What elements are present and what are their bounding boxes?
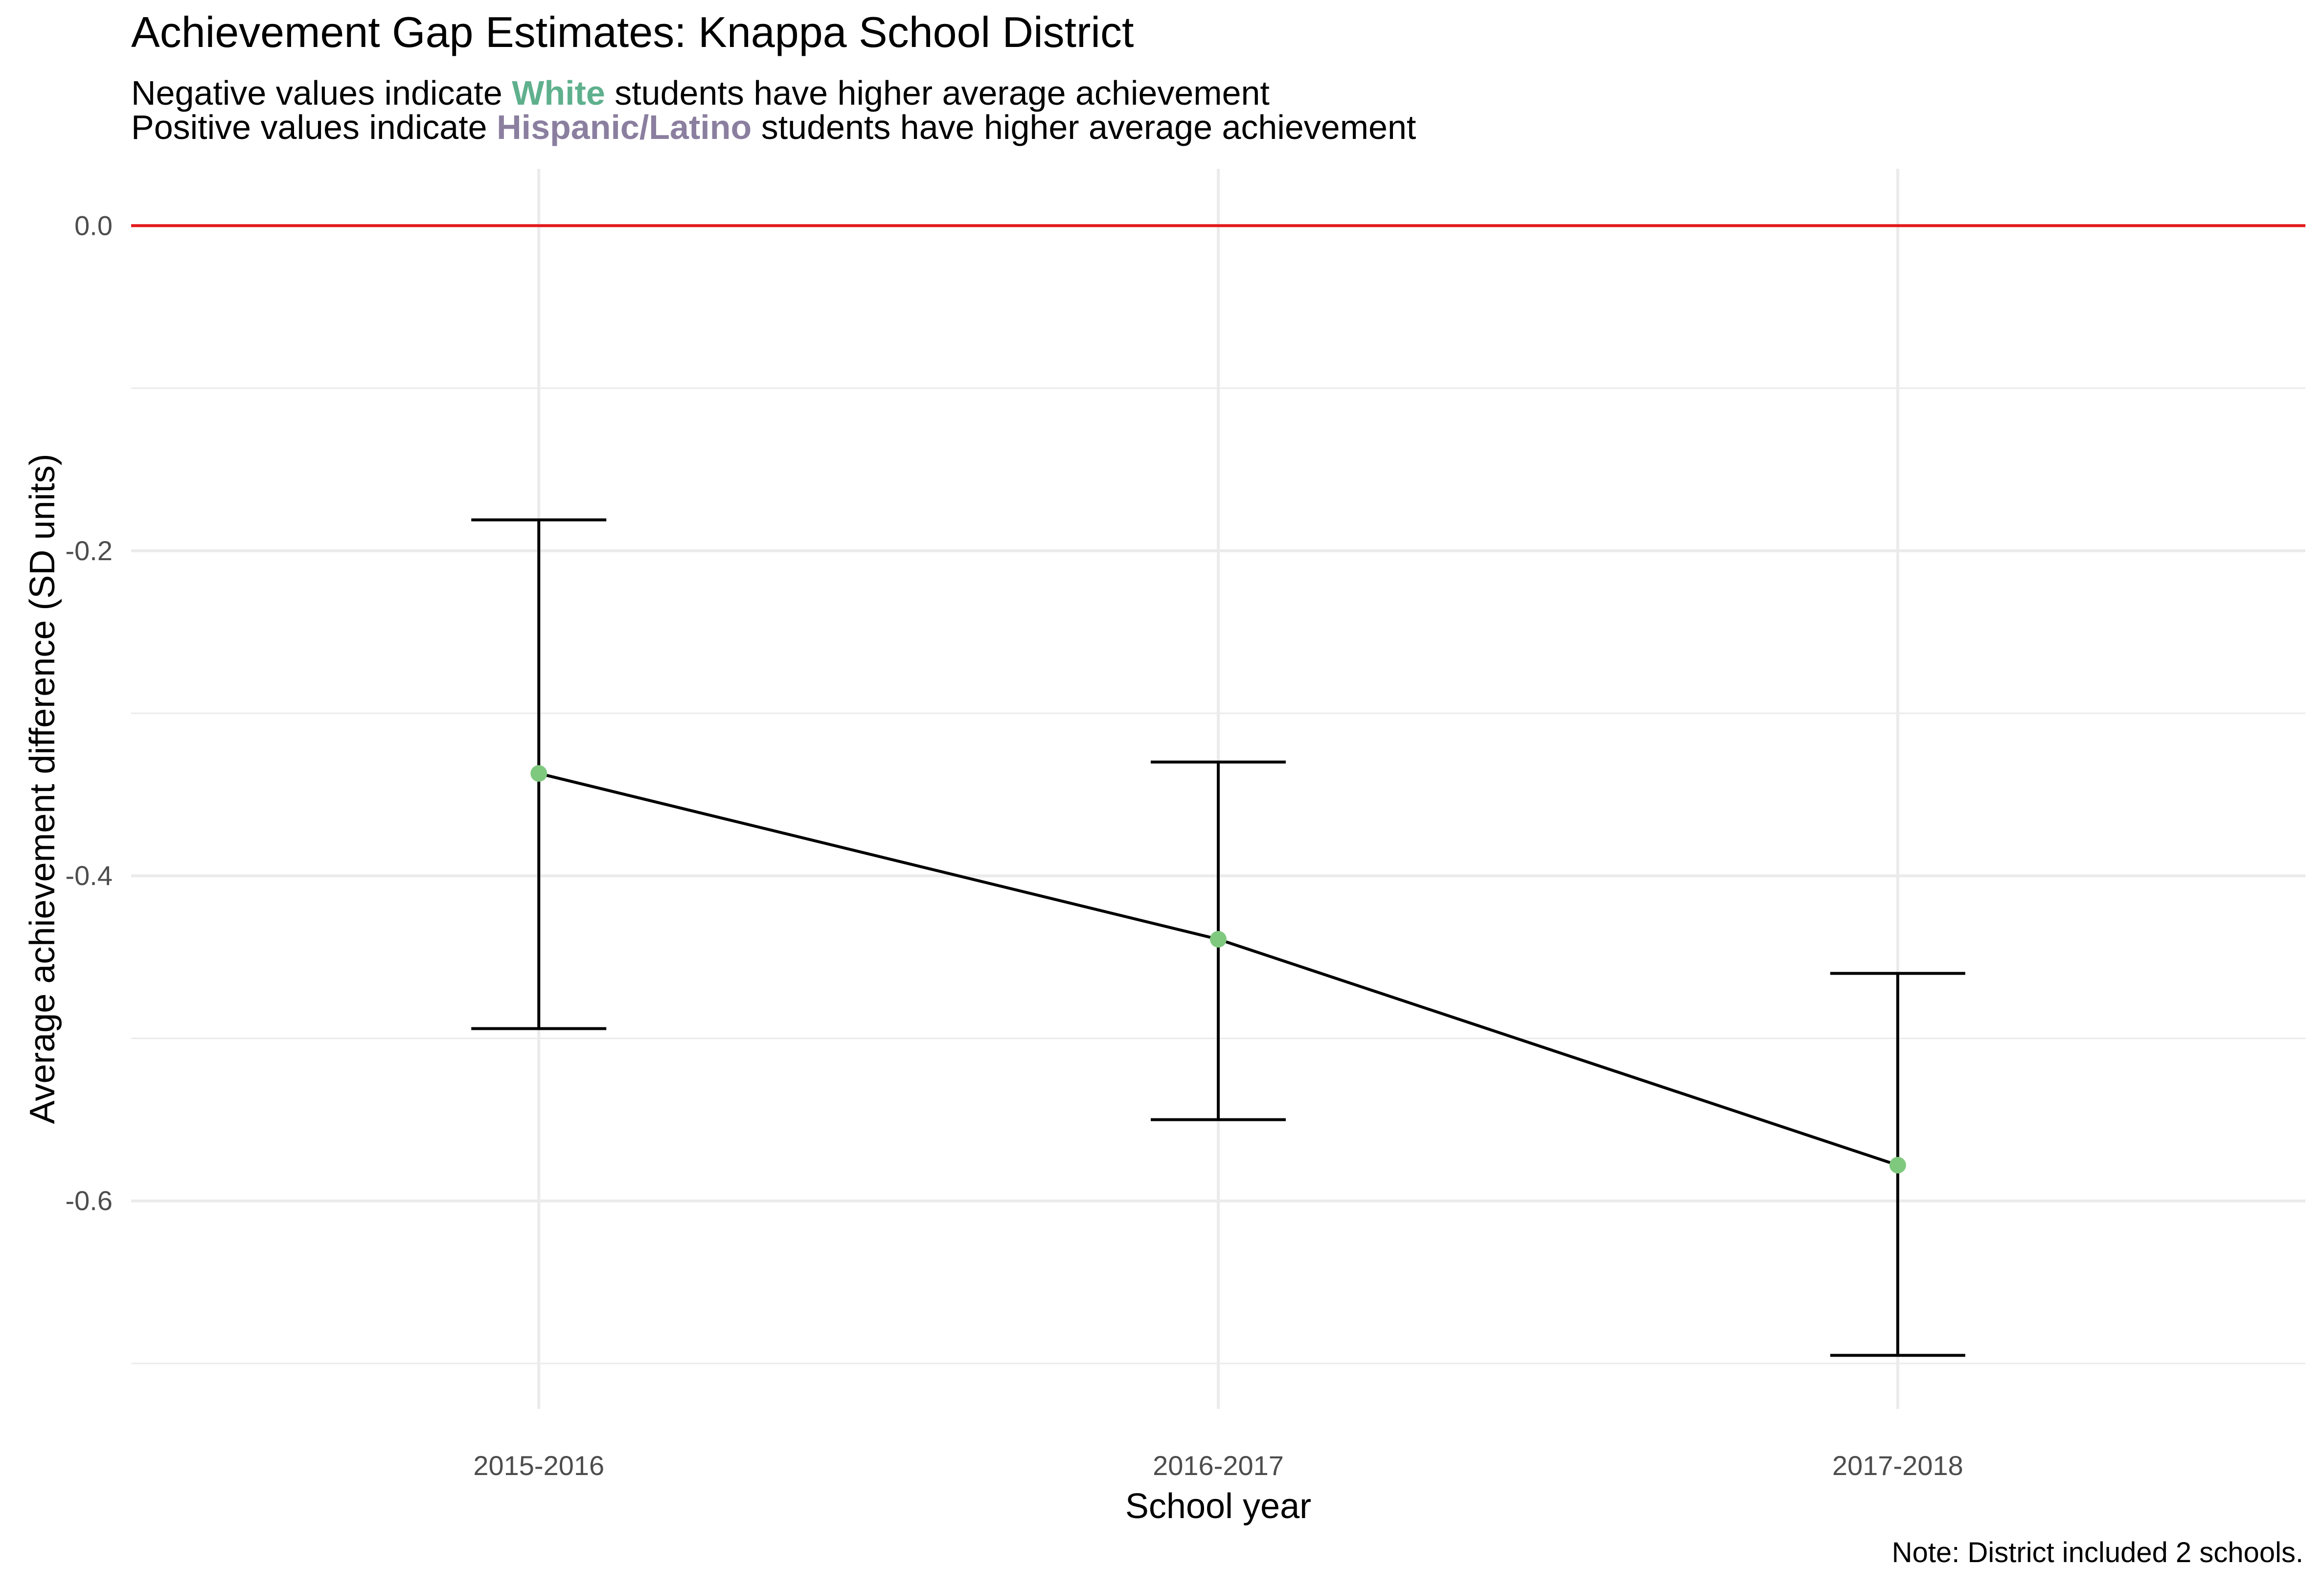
y-axis-ticks: 0.0 -0.2 -0.4 -0.6 xyxy=(66,210,113,1216)
hispanic-highlight: Hispanic/Latino xyxy=(497,108,752,146)
data-point xyxy=(530,765,547,782)
x-axis-title: School year xyxy=(1125,1487,1311,1526)
x-tick-label: 2016-2017 xyxy=(1153,1450,1284,1481)
y-axis-title: Average achievement difference (SD units… xyxy=(23,454,62,1124)
x-tick-label: 2017-2018 xyxy=(1832,1450,1963,1481)
data-points xyxy=(530,765,1906,1174)
data-point xyxy=(1210,931,1227,948)
y-tick-label: -0.6 xyxy=(66,1185,113,1216)
subtitle-1-prefix: Negative values indicate xyxy=(131,74,512,112)
y-tick-label: 0.0 xyxy=(74,210,113,241)
x-tick-label: 2015-2016 xyxy=(473,1450,604,1481)
subtitle-2-prefix: Positive values indicate xyxy=(131,108,497,146)
y-tick-label: -0.4 xyxy=(66,860,113,891)
subtitle-2-suffix: students have higher average achievement xyxy=(752,108,1416,146)
subtitle-line-2: Positive values indicate Hispanic/Latino… xyxy=(131,109,1416,146)
y-tick-label: -0.2 xyxy=(66,535,113,566)
x-axis-ticks: 2015-2016 2016-2017 2017-2018 xyxy=(473,1450,1963,1481)
data-point xyxy=(1889,1157,1906,1174)
white-highlight: White xyxy=(512,74,605,112)
chart-title: Achievement Gap Estimates: Knappa School… xyxy=(131,8,1134,56)
subtitle-1-suffix: students have higher average achievement xyxy=(605,74,1270,112)
subtitle-line-1: Negative values indicate White students … xyxy=(131,74,1270,112)
caption-note: Note: District included 2 schools. xyxy=(1891,1537,2303,1568)
